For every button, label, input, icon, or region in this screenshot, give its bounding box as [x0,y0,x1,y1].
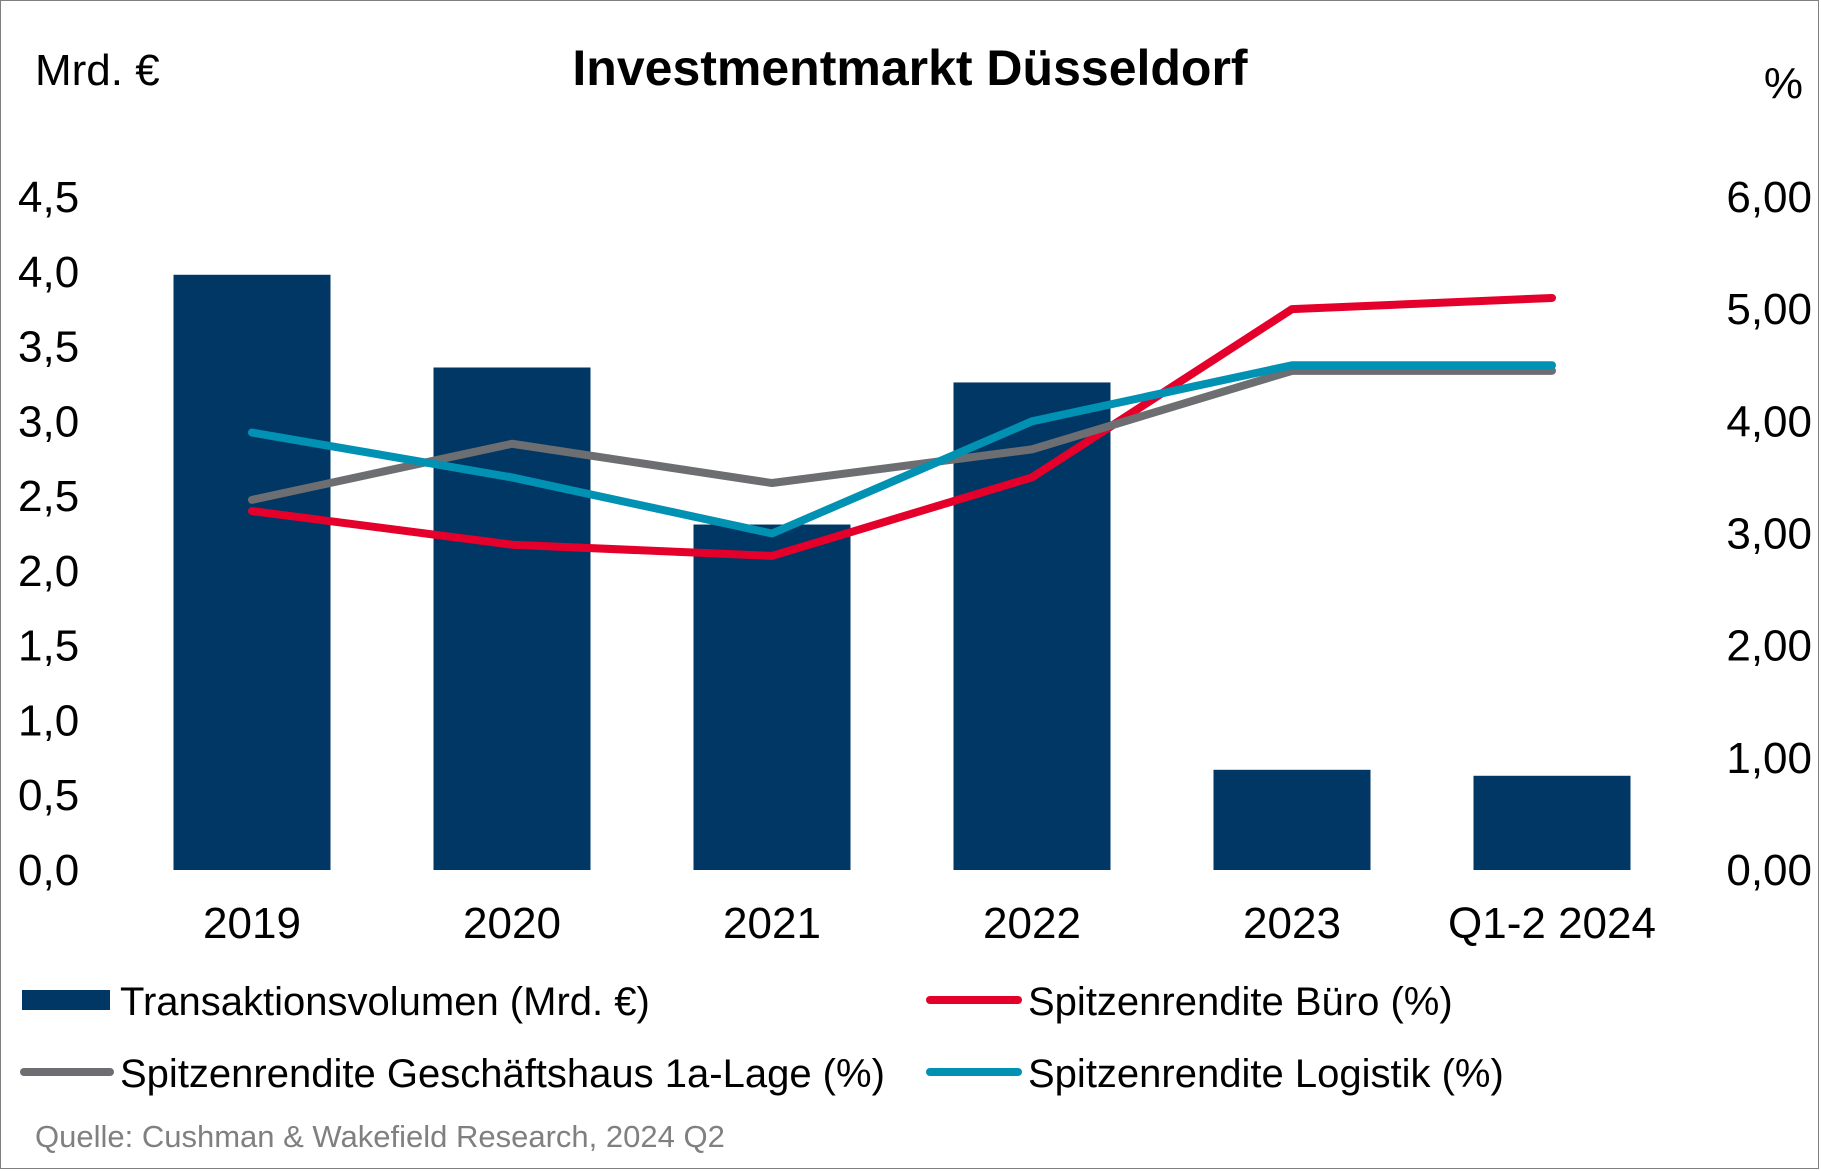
source-note: Quelle: Cushman & Wakefield Research, 20… [35,1119,725,1154]
left-axis-tick: 4,0 [18,248,79,297]
category-label: 2020 [463,899,561,948]
right-axis-ticks: 0,00 1,00 2,00 3,00 4,00 5,00 6,00 [1726,173,1812,895]
category-label: 2019 [203,899,301,948]
legend-label-geschaeftshaus: Spitzenrendite Geschäftshaus 1a-Lage (%) [120,1052,885,1096]
legend-swatch-transaktionsvolumen [22,990,110,1010]
left-axis-tick: 3,0 [18,397,79,446]
legend-label-buero: Spitzenrendite Büro (%) [1028,980,1453,1024]
right-axis-tick: 2,00 [1726,622,1812,671]
bar-2023 [1213,769,1371,870]
line-series-2 [248,361,1556,538]
category-label: 2023 [1243,899,1341,948]
right-axis-tick: 5,00 [1726,285,1812,334]
line-series-0 [248,293,1556,560]
right-axis-tick: 3,00 [1726,510,1812,559]
left-axis-tick: 1,5 [18,622,79,671]
bar-2021 [693,524,851,870]
category-labels: 2019 2020 2021 2022 2023 Q1-2 2024 [203,899,1656,948]
line-series [248,293,1556,560]
right-axis-tick: 4,00 [1726,397,1812,446]
bar-2019 [173,274,331,870]
right-axis-tick: 6,00 [1726,173,1812,222]
line-series-1 [248,366,1556,504]
legend: Transaktionsvolumen (Mrd. €) Spitzenrend… [20,980,1504,1096]
left-axis-tick: 3,5 [18,323,79,372]
left-axis-tick: 0,5 [18,771,79,820]
bar-q1-2-2024 [1473,775,1631,870]
bar-2022 [953,382,1111,870]
left-axis-tick: 4,5 [18,173,79,222]
left-axis-ticks: 0,0 0,5 1,0 1,5 2,0 2,5 3,0 3,5 4,0 4,5 [18,173,79,895]
left-axis-tick: 2,0 [18,547,79,596]
chart-title: Investmentmarkt Düsseldorf [572,40,1248,96]
category-label: 2021 [723,899,821,948]
category-label: Q1-2 2024 [1448,899,1656,948]
legend-label-logistik: Spitzenrendite Logistik (%) [1028,1052,1504,1096]
left-axis-tick: 1,0 [18,696,79,745]
right-axis-tick: 1,00 [1726,734,1812,783]
left-axis-tick: 2,5 [18,472,79,521]
left-axis-unit: Mrd. € [35,46,160,95]
right-axis-tick: 0,00 [1726,846,1812,895]
left-axis-tick: 0,0 [18,846,79,895]
category-label: 2022 [983,899,1081,948]
legend-label-transaktionsvolumen: Transaktionsvolumen (Mrd. €) [120,980,650,1024]
right-axis-unit: % [1764,59,1803,108]
